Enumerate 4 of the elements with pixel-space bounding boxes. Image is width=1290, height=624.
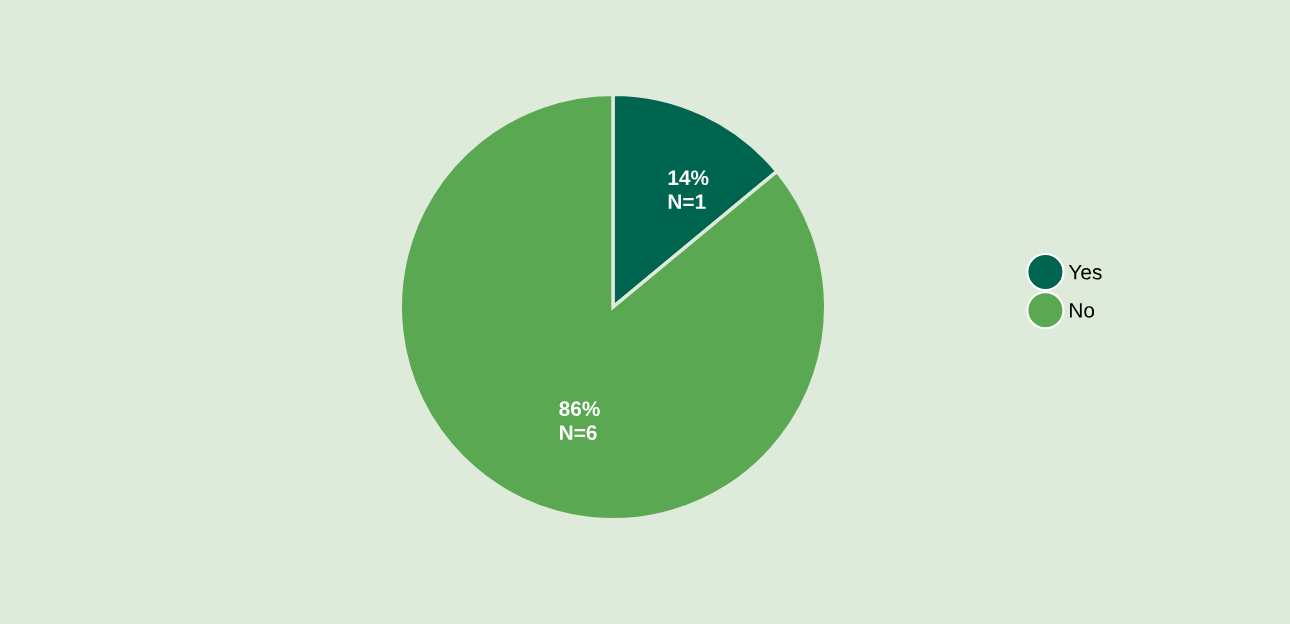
data-label: 14% N=1 — [668, 170, 709, 209]
legend-label: No — [1070, 303, 1095, 318]
legend-label: Yes — [1068, 264, 1102, 280]
data-label: 86% N=6 — [559, 401, 600, 441]
